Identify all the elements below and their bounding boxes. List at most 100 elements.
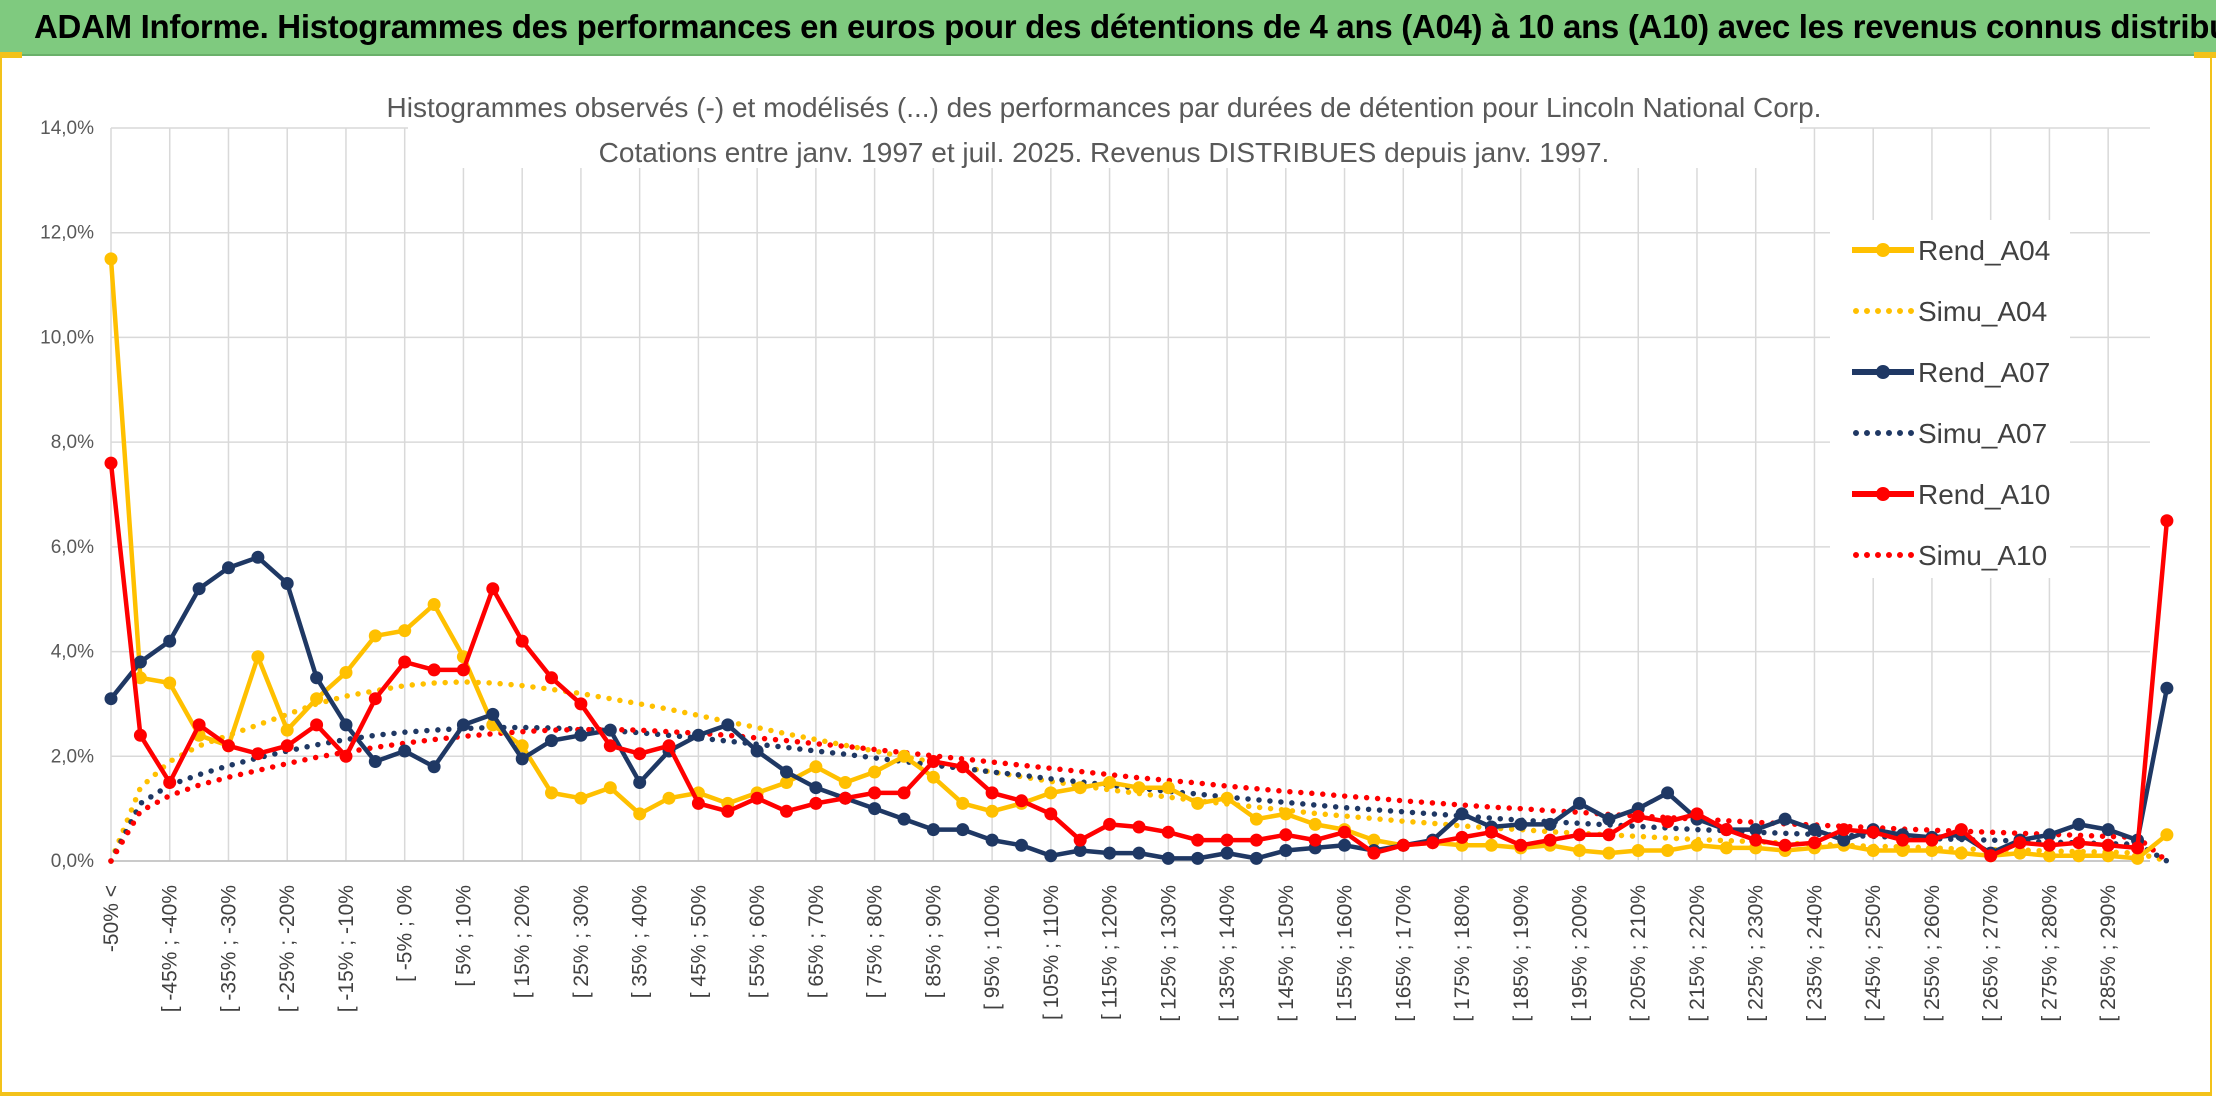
data-point xyxy=(1103,846,1117,860)
data-point xyxy=(456,663,470,677)
series-rend_a10 xyxy=(104,456,2174,863)
data-point xyxy=(1455,807,1469,821)
data-point xyxy=(1661,815,1675,829)
data-point xyxy=(838,776,852,789)
data-point xyxy=(1837,833,1851,847)
data-point xyxy=(280,723,294,737)
x-tick-label: [ 35% ; 40% xyxy=(629,885,652,998)
data-point xyxy=(1602,812,1616,826)
legend-label: Rend_A07 xyxy=(1918,357,2050,388)
data-point xyxy=(133,671,147,685)
data-point xyxy=(2160,828,2174,842)
data-point xyxy=(1925,833,1939,847)
series-simu_a10 xyxy=(108,726,2170,864)
data-point xyxy=(2131,851,2144,865)
x-tick-label: [ 95% ; 100% xyxy=(981,885,1004,1010)
data-point xyxy=(1191,833,1205,847)
chart-subtitle: Cotations entre janv. 1997 et juil. 2025… xyxy=(599,137,1610,168)
data-point xyxy=(1837,823,1851,837)
data-point xyxy=(633,807,647,821)
data-point xyxy=(897,786,911,800)
data-point xyxy=(1132,846,1146,860)
data-point xyxy=(1073,781,1087,795)
data-point xyxy=(398,624,412,638)
data-point xyxy=(1808,823,1821,837)
data-point xyxy=(691,796,705,810)
frame-corner-right xyxy=(2194,52,2216,58)
data-point xyxy=(515,752,529,766)
x-tick-label: [ -15% ; -10% xyxy=(335,885,358,1012)
y-tick-label: 12,0% xyxy=(40,223,94,244)
data-point xyxy=(133,655,147,669)
legend-label: Simu_A04 xyxy=(1918,296,2047,327)
legend-item: Simu_A10 xyxy=(1853,540,2047,571)
data-point xyxy=(545,786,558,800)
data-point xyxy=(545,734,558,748)
data-point xyxy=(486,582,500,596)
data-point xyxy=(926,770,940,784)
x-tick-label: [ 125% ; 130% xyxy=(1157,885,1180,1022)
data-point xyxy=(2013,836,2027,850)
data-point xyxy=(985,786,999,800)
data-point xyxy=(1719,823,1733,837)
data-point xyxy=(1044,786,1058,800)
data-point xyxy=(427,760,441,774)
data-point xyxy=(574,728,588,742)
data-point xyxy=(368,692,382,706)
x-tick-label: [ -25% ; -20% xyxy=(276,885,299,1012)
data-point xyxy=(427,598,441,611)
legend-item: Rend_A07 xyxy=(1852,357,2050,388)
data-point xyxy=(1866,825,1880,839)
data-point xyxy=(1367,846,1381,860)
data-point xyxy=(721,718,735,732)
data-point xyxy=(1132,781,1146,795)
data-point xyxy=(1602,828,1616,842)
data-point xyxy=(868,765,882,779)
data-point xyxy=(1543,817,1557,831)
data-point xyxy=(926,755,940,768)
data-point xyxy=(2072,836,2086,850)
data-point xyxy=(1015,794,1028,808)
data-point xyxy=(1220,833,1234,847)
data-point xyxy=(1249,812,1263,826)
legend-marker xyxy=(1876,243,1890,257)
data-point xyxy=(1279,828,1293,842)
data-point xyxy=(2072,849,2086,863)
legend-marker xyxy=(1876,487,1890,501)
data-point xyxy=(104,456,118,470)
data-point xyxy=(339,718,353,732)
legend-label: Simu_A10 xyxy=(1918,540,2047,571)
data-point xyxy=(1484,825,1498,839)
data-point xyxy=(2160,681,2174,695)
data-point xyxy=(280,577,294,590)
data-point xyxy=(2101,823,2115,837)
data-point xyxy=(1161,825,1175,839)
x-tick-label: [ 235% ; 240% xyxy=(1803,885,1826,1022)
x-tick-label: [ 115% ; 120% xyxy=(1099,885,1122,1020)
data-point xyxy=(603,739,617,753)
data-point xyxy=(868,786,882,800)
series-line xyxy=(108,726,2170,864)
data-point xyxy=(1631,810,1645,823)
data-point xyxy=(1279,844,1293,857)
legend-item: Simu_A04 xyxy=(1853,296,2047,327)
data-point xyxy=(398,744,412,758)
data-point xyxy=(1396,838,1410,852)
data-point xyxy=(691,728,705,742)
x-tick-label: [ 145% ; 150% xyxy=(1275,885,1298,1022)
data-point xyxy=(1984,849,1998,863)
data-point xyxy=(1866,844,1880,857)
data-point xyxy=(1896,844,1910,857)
data-point xyxy=(662,739,676,753)
data-point xyxy=(633,776,647,789)
data-point xyxy=(809,781,823,795)
data-point xyxy=(1132,820,1146,834)
data-point xyxy=(603,781,617,795)
chart-title: Histogrammes observés (-) et modélisés (… xyxy=(387,92,1822,123)
data-point xyxy=(280,739,294,753)
data-point xyxy=(2131,841,2144,855)
data-point xyxy=(1426,836,1440,850)
data-point xyxy=(515,634,529,648)
y-tick-label: 8,0% xyxy=(51,432,94,453)
legend-label: Rend_A10 xyxy=(1918,479,2050,510)
